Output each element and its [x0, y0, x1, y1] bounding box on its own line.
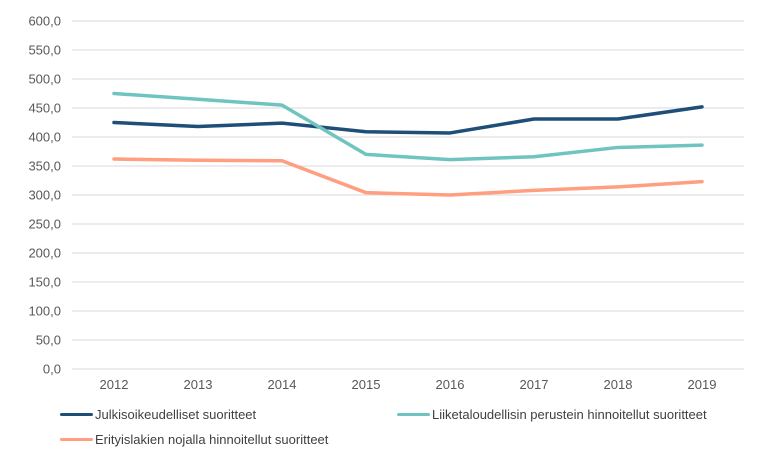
x-tick-label: 2019 — [688, 377, 717, 392]
legend-swatch — [397, 413, 430, 416]
legend-item-erityislakien: Erityislakien nojalla hinnoitellut suori… — [60, 432, 328, 447]
series-lines — [112, 91, 704, 197]
legend-label: Liiketaloudellisin perustein hinnoitellu… — [432, 407, 707, 422]
y-tick-label: 250,0 — [28, 217, 61, 232]
y-tick-label: 550,0 — [28, 43, 61, 58]
x-tick-label: 2014 — [268, 377, 297, 392]
y-tick-label: 200,0 — [28, 246, 61, 261]
legend-item-julkisoikeudelliset: Julkisoikeudelliset suoritteet — [60, 407, 256, 422]
x-tick-label: 2013 — [184, 377, 213, 392]
legend-swatch — [60, 438, 93, 441]
x-axis-ticks: 2012 2013 2014 2015 2016 2017 2018 2019 — [100, 377, 717, 392]
legend-item-liiketaloudellisin: Liiketaloudellisin perustein hinnoitellu… — [397, 407, 707, 422]
y-tick-label: 150,0 — [28, 275, 61, 290]
legend-label: Erityislakien nojalla hinnoitellut suori… — [95, 432, 329, 447]
legend-swatch — [60, 413, 93, 416]
y-tick-label: 600,0 — [28, 14, 61, 29]
series-line-0 — [112, 105, 704, 135]
y-tick-label: 400,0 — [28, 130, 61, 145]
y-tick-label: 500,0 — [28, 72, 61, 87]
legend-label: Julkisoikeudelliset suoritteet — [95, 407, 257, 422]
series-line-1 — [112, 91, 704, 162]
y-tick-label: 300,0 — [28, 188, 61, 203]
y-tick-label: 350,0 — [28, 159, 61, 174]
y-tick-label: 50,0 — [36, 333, 61, 348]
y-tick-label: 0,0 — [43, 362, 61, 377]
x-tick-label: 2017 — [520, 377, 549, 392]
x-tick-label: 2012 — [100, 377, 129, 392]
y-tick-label: 450,0 — [28, 101, 61, 116]
y-axis-ticks: 0,0 50,0 100,0 150,0 200,0 250,0 300,0 350,0 400… — [28, 14, 61, 377]
gridlines — [72, 20, 744, 370]
y-tick-label: 100,0 — [28, 304, 61, 319]
x-tick-label: 2015 — [352, 377, 381, 392]
series-line-2 — [112, 157, 704, 197]
x-tick-label: 2016 — [436, 377, 465, 392]
x-tick-label: 2018 — [604, 377, 633, 392]
